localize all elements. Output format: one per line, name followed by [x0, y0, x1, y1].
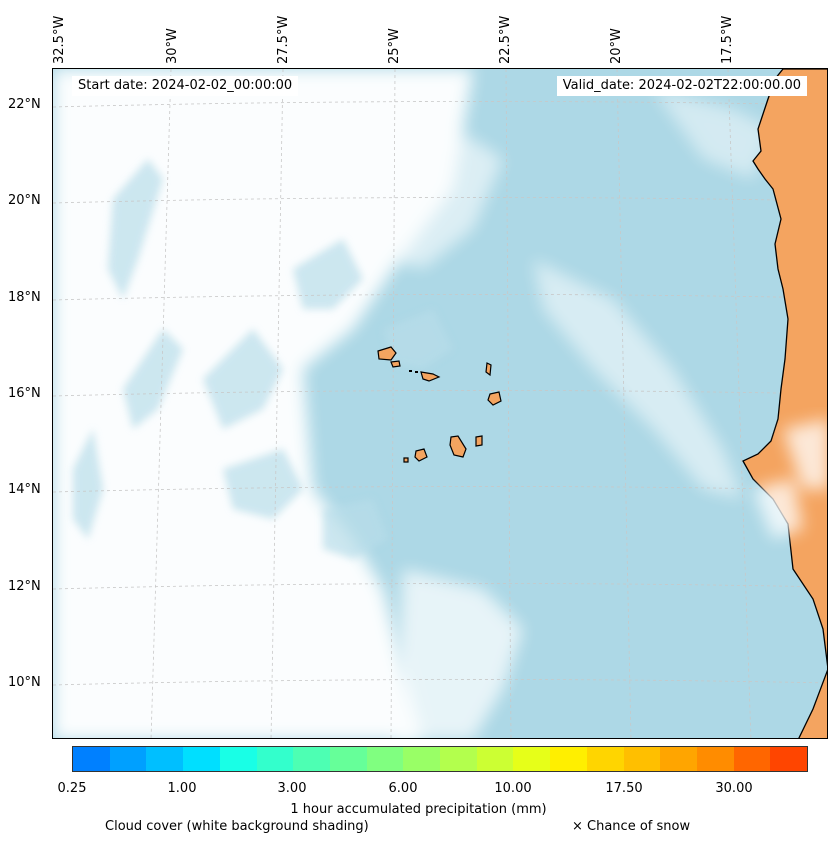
lon-label-30w: 30°W	[165, 28, 180, 64]
colorbar-tick: 0.25	[57, 781, 87, 796]
lat-label-22n: 22°N	[8, 97, 41, 112]
colorbar-segment	[73, 747, 110, 771]
graticule	[53, 69, 827, 738]
map-panel[interactable]	[52, 68, 828, 739]
colorbar-tick: 3.00	[277, 781, 307, 796]
colorbar-segment	[403, 747, 441, 771]
island-fogo	[414, 448, 428, 462]
cloud-over-land	[753, 419, 827, 539]
colorbar-tick: 30.00	[715, 781, 753, 796]
island-boa-vista	[487, 391, 502, 406]
lon-label-32-5w: 32.5°W	[52, 15, 67, 64]
cloud-cover-note: Cloud cover (white background shading)	[105, 819, 369, 834]
lat-label-12n: 12°N	[8, 579, 41, 594]
colorbar-segment	[696, 747, 734, 771]
lon-label-22-5w: 22.5°W	[498, 15, 513, 64]
islet-1	[409, 370, 412, 372]
colorbar-segment	[623, 747, 661, 771]
colorbar-tick: 10.00	[494, 781, 532, 796]
lon-label-25w: 25°W	[387, 28, 402, 64]
lon-label-17-5w: 17.5°W	[720, 15, 735, 64]
start-date-label: Start date: 2024-02-02_00:00:00	[72, 76, 299, 96]
colorbar-segment	[109, 747, 147, 771]
island-sal	[485, 362, 492, 377]
snow-chance-note: × Chance of snow	[572, 819, 691, 834]
lon-label-20w: 20°W	[609, 28, 624, 64]
map-canvas	[53, 69, 827, 738]
colorbar-segment	[586, 747, 624, 771]
colorbar-tick: 1.00	[167, 781, 197, 796]
colorbar-segment	[476, 747, 514, 771]
island-santo-antao	[377, 346, 397, 361]
colorbar-segment	[183, 747, 220, 771]
valid-date-label: Valid_date: 2024-02-02T22:00:00.00	[556, 76, 807, 96]
lat-label-18n: 18°N	[8, 290, 41, 305]
lon-label-27-5w: 27.5°W	[276, 15, 291, 64]
colorbar-segment	[770, 747, 808, 771]
colorbar-segment	[293, 747, 330, 771]
lat-label-14n: 14°N	[8, 482, 41, 497]
colorbar-segment	[733, 747, 771, 771]
colorbar-segment	[329, 747, 367, 771]
colorbar-segment	[550, 747, 587, 771]
colorbar-segment	[256, 747, 294, 771]
colorbar-segment	[366, 747, 404, 771]
island-maio	[475, 435, 483, 447]
lat-label-16n: 16°N	[8, 386, 41, 401]
lat-label-10n: 10°N	[8, 675, 41, 690]
africa-coast-land	[742, 69, 827, 738]
colorbar-tick: 17.50	[605, 781, 643, 796]
colorbar-segment	[660, 747, 697, 771]
island-santiago	[449, 435, 467, 458]
lat-label-20n: 20°N	[8, 193, 41, 208]
precip-colorbar	[72, 746, 808, 772]
island-sao-vicente	[390, 360, 401, 368]
colorbar-segment	[146, 747, 184, 771]
colorbar-label: 1 hour accumulated precipitation (mm)	[290, 802, 547, 817]
colorbar-segment	[513, 747, 551, 771]
colorbar-tick: 6.00	[388, 781, 418, 796]
cape-verde-islands	[377, 346, 502, 463]
colorbar-segment	[440, 747, 477, 771]
islet-2	[415, 371, 418, 373]
colorbar-segment	[219, 747, 257, 771]
island-brava	[403, 457, 409, 463]
cloud-streaks	[73, 159, 453, 559]
island-sao-nicolau	[420, 371, 441, 382]
